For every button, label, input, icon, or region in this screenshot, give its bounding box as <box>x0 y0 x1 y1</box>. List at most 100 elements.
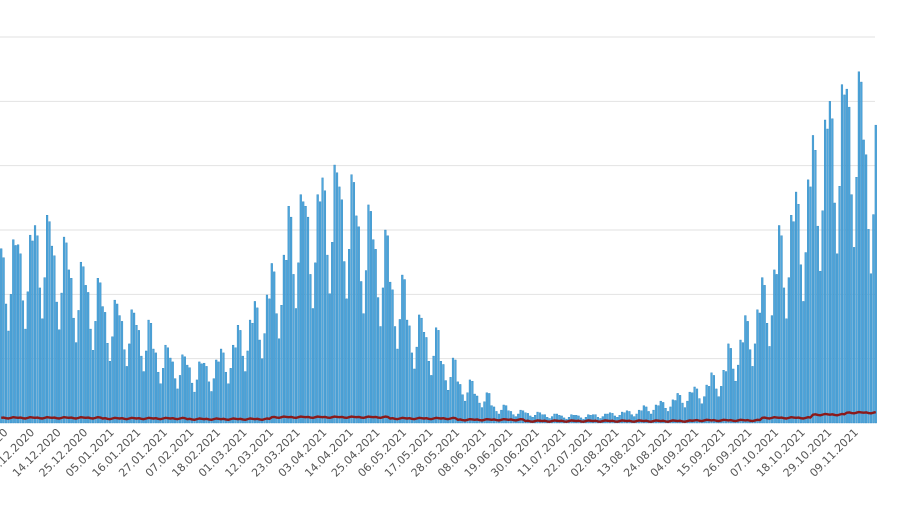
bar <box>84 285 87 424</box>
bar <box>698 398 701 424</box>
bar <box>572 415 575 424</box>
bar <box>118 315 121 424</box>
bar <box>9 294 12 424</box>
bar <box>587 414 590 424</box>
bar <box>17 244 20 424</box>
bar <box>705 384 708 424</box>
bar <box>38 287 41 424</box>
bar <box>621 411 624 424</box>
bar <box>135 325 138 424</box>
bar <box>773 269 776 424</box>
bar <box>77 310 80 424</box>
bar <box>850 194 853 424</box>
bar <box>217 361 220 424</box>
bar <box>865 154 868 424</box>
bar <box>50 245 54 424</box>
bar <box>427 361 430 424</box>
bar <box>422 332 426 424</box>
bar <box>657 405 660 424</box>
bar <box>681 402 684 424</box>
bar <box>521 410 525 424</box>
bar <box>311 308 314 424</box>
bar <box>277 338 281 424</box>
bar <box>340 199 343 424</box>
bar <box>826 128 829 424</box>
bar <box>413 368 416 424</box>
bar <box>369 211 372 424</box>
bar <box>253 301 256 424</box>
bar <box>449 377 452 424</box>
bar <box>104 312 107 424</box>
bar <box>174 378 177 424</box>
bar <box>171 361 174 424</box>
bar <box>19 253 22 424</box>
bar <box>186 364 189 424</box>
bar <box>430 375 433 424</box>
bar <box>125 366 128 424</box>
bar <box>227 383 230 424</box>
bar <box>333 164 336 424</box>
bar <box>635 413 638 424</box>
bar <box>642 405 645 424</box>
bar <box>751 366 754 424</box>
bar <box>790 215 793 424</box>
bar <box>553 413 556 424</box>
bar <box>309 274 312 424</box>
bar <box>534 415 537 424</box>
bar <box>82 266 85 424</box>
bar <box>304 205 307 424</box>
bar <box>823 119 827 424</box>
bar <box>261 358 264 424</box>
bar <box>418 314 421 424</box>
bar <box>519 409 522 424</box>
bar <box>541 414 544 424</box>
bar <box>802 301 805 424</box>
bar <box>396 348 399 424</box>
bar <box>99 282 102 424</box>
bar <box>855 177 858 424</box>
bar <box>432 355 435 424</box>
bar <box>415 346 418 424</box>
bar <box>845 88 848 424</box>
bar <box>447 389 450 424</box>
bar <box>157 371 160 424</box>
bar <box>178 375 182 424</box>
bar <box>248 319 252 424</box>
bar <box>758 312 761 424</box>
bar <box>91 350 95 424</box>
bar <box>67 269 70 424</box>
bar <box>464 400 467 424</box>
bar <box>108 361 111 424</box>
bar <box>331 242 334 424</box>
bar <box>142 371 145 424</box>
bar <box>451 357 455 424</box>
bar <box>633 416 636 424</box>
bar <box>176 388 179 424</box>
bar <box>507 410 510 424</box>
bar <box>137 330 140 424</box>
bar <box>478 402 481 424</box>
bar <box>164 344 167 424</box>
bar <box>377 297 380 424</box>
bar <box>302 201 305 424</box>
bar <box>529 415 532 424</box>
bar <box>381 287 385 424</box>
bar <box>710 372 713 424</box>
bar <box>348 249 351 424</box>
bar <box>749 349 752 424</box>
bar <box>604 413 607 424</box>
bar <box>256 307 259 424</box>
bar <box>679 395 682 424</box>
bar <box>232 344 235 424</box>
bar <box>722 370 725 424</box>
bar <box>120 321 124 424</box>
bar <box>442 364 445 424</box>
bar <box>0 248 3 424</box>
bar <box>741 342 744 424</box>
bar <box>367 204 370 424</box>
bar <box>36 235 39 424</box>
bar <box>265 294 269 424</box>
bar <box>398 319 401 424</box>
bar <box>869 273 873 424</box>
